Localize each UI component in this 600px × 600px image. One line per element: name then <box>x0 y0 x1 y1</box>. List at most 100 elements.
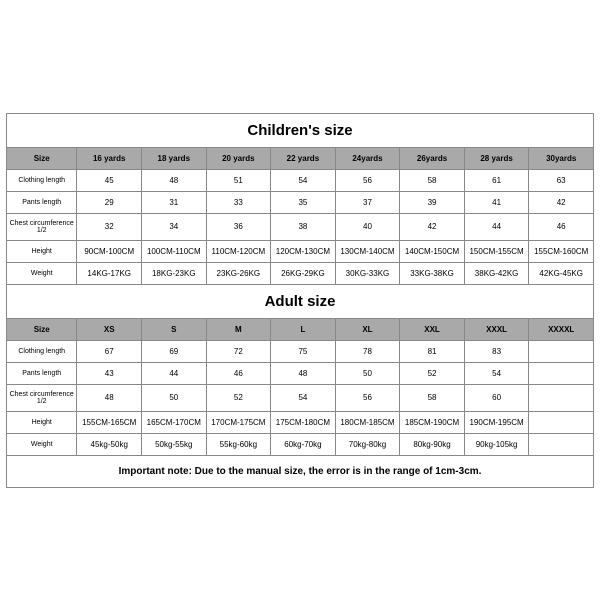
adult-cell-1-7 <box>529 362 594 384</box>
adult-col-7: XXXL <box>464 318 529 340</box>
adult-cell-3-1: 165CM-170CM <box>142 411 207 433</box>
children-cell-4-6: 38KG-42KG <box>464 262 529 284</box>
children-cell-2-2: 36 <box>206 213 271 240</box>
adult-cell-1-5: 52 <box>400 362 465 384</box>
adult-cell-3-7 <box>529 411 594 433</box>
adult-cell-0-0: 67 <box>77 340 142 362</box>
children-rowlabel-1: Pants length <box>7 191 77 213</box>
adult-cell-3-6: 190CM-195CM <box>464 411 529 433</box>
adult-cell-2-7 <box>529 384 594 411</box>
children-cell-3-1: 100CM-110CM <box>142 240 207 262</box>
adult-cell-2-4: 56 <box>335 384 400 411</box>
adult-cell-3-2: 170CM-175CM <box>206 411 271 433</box>
children-col-1: 16 yards <box>77 147 142 169</box>
adult-cell-2-6: 60 <box>464 384 529 411</box>
adult-cell-1-1: 44 <box>142 362 207 384</box>
children-cell-3-6: 150CM-155CM <box>464 240 529 262</box>
children-cell-1-6: 41 <box>464 191 529 213</box>
adult-col-8: XXXXL <box>529 318 594 340</box>
adult-cell-4-3: 60kg-70kg <box>271 433 336 455</box>
adult-cell-3-4: 180CM-185CM <box>335 411 400 433</box>
adult-cell-4-0: 45kg-50kg <box>77 433 142 455</box>
adult-cell-4-7 <box>529 433 594 455</box>
children-cell-3-4: 130CM-140CM <box>335 240 400 262</box>
adult-col-0: Size <box>7 318 77 340</box>
children-cell-4-4: 30KG-33KG <box>335 262 400 284</box>
children-cell-2-4: 40 <box>335 213 400 240</box>
adult-cell-4-1: 50kg-55kg <box>142 433 207 455</box>
children-cell-0-6: 61 <box>464 169 529 191</box>
children-cell-0-5: 58 <box>400 169 465 191</box>
adult-rowlabel-4: Weight <box>7 433 77 455</box>
children-cell-4-1: 18KG-23KG <box>142 262 207 284</box>
adult-title: Adult size <box>7 284 594 318</box>
children-col-8: 30yards <box>529 147 594 169</box>
children-rowlabel-4: Weight <box>7 262 77 284</box>
children-cell-1-3: 35 <box>271 191 336 213</box>
adult-cell-2-0: 48 <box>77 384 142 411</box>
children-cell-0-4: 56 <box>335 169 400 191</box>
adult-cell-2-2: 52 <box>206 384 271 411</box>
children-rowlabel-2: Chest circumference 1/2 <box>7 213 77 240</box>
adult-section: Adult sizeSizeXSSMLXLXXLXXXLXXXXL Clothin… <box>7 284 594 455</box>
adult-col-4: L <box>271 318 336 340</box>
children-cell-3-7: 155CM-160CM <box>529 240 594 262</box>
adult-col-6: XXL <box>400 318 465 340</box>
children-rowlabel-3: Height <box>7 240 77 262</box>
adult-cell-0-1: 69 <box>142 340 207 362</box>
adult-cell-0-2: 72 <box>206 340 271 362</box>
adult-col-2: S <box>142 318 207 340</box>
adult-cell-0-5: 81 <box>400 340 465 362</box>
adult-rowlabel-0: Clothing length <box>7 340 77 362</box>
children-cell-1-1: 31 <box>142 191 207 213</box>
adult-rowlabel-2: Chest circumference 1/2 <box>7 384 77 411</box>
children-cell-2-5: 42 <box>400 213 465 240</box>
adult-cell-4-4: 70kg-80kg <box>335 433 400 455</box>
children-col-4: 22 yards <box>271 147 336 169</box>
children-cell-2-1: 34 <box>142 213 207 240</box>
children-col-7: 28 yards <box>464 147 529 169</box>
children-cell-3-5: 140CM-150CM <box>400 240 465 262</box>
important-note: Important note: Due to the manual size, … <box>7 455 594 487</box>
size-chart-table: Children's sizeSize16 yards18 yards20 ya… <box>6 113 594 488</box>
children-cell-0-2: 51 <box>206 169 271 191</box>
children-cell-2-7: 46 <box>529 213 594 240</box>
adult-cell-2-3: 54 <box>271 384 336 411</box>
children-cell-0-3: 54 <box>271 169 336 191</box>
children-cell-1-4: 37 <box>335 191 400 213</box>
adult-rowlabel-1: Pants length <box>7 362 77 384</box>
children-cell-3-0: 90CM-100CM <box>77 240 142 262</box>
adult-cell-1-2: 46 <box>206 362 271 384</box>
children-col-0: Size <box>7 147 77 169</box>
adult-col-3: M <box>206 318 271 340</box>
adult-cell-0-6: 83 <box>464 340 529 362</box>
children-cell-2-3: 38 <box>271 213 336 240</box>
adult-cell-4-6: 90kg-105kg <box>464 433 529 455</box>
children-cell-0-1: 48 <box>142 169 207 191</box>
adult-cell-1-0: 43 <box>77 362 142 384</box>
adult-cell-0-7 <box>529 340 594 362</box>
adult-rowlabel-3: Height <box>7 411 77 433</box>
adult-cell-0-3: 75 <box>271 340 336 362</box>
adult-cell-1-6: 54 <box>464 362 529 384</box>
children-col-3: 20 yards <box>206 147 271 169</box>
adult-col-1: XS <box>77 318 142 340</box>
children-cell-4-3: 26KG-29KG <box>271 262 336 284</box>
children-cell-4-0: 14KG-17KG <box>77 262 142 284</box>
children-cell-4-5: 33KG-38KG <box>400 262 465 284</box>
note-section: Important note: Due to the manual size, … <box>7 455 594 487</box>
children-col-5: 24yards <box>335 147 400 169</box>
children-cell-2-0: 32 <box>77 213 142 240</box>
adult-col-5: XL <box>335 318 400 340</box>
children-cell-4-2: 23KG-26KG <box>206 262 271 284</box>
adult-cell-2-5: 58 <box>400 384 465 411</box>
adult-cell-4-5: 80kg-90kg <box>400 433 465 455</box>
children-cell-0-0: 45 <box>77 169 142 191</box>
children-title: Children's size <box>7 113 594 147</box>
children-cell-1-2: 33 <box>206 191 271 213</box>
children-cell-0-7: 63 <box>529 169 594 191</box>
children-cell-1-0: 29 <box>77 191 142 213</box>
children-cell-4-7: 42KG-45KG <box>529 262 594 284</box>
adult-cell-1-4: 50 <box>335 362 400 384</box>
children-cell-2-6: 44 <box>464 213 529 240</box>
